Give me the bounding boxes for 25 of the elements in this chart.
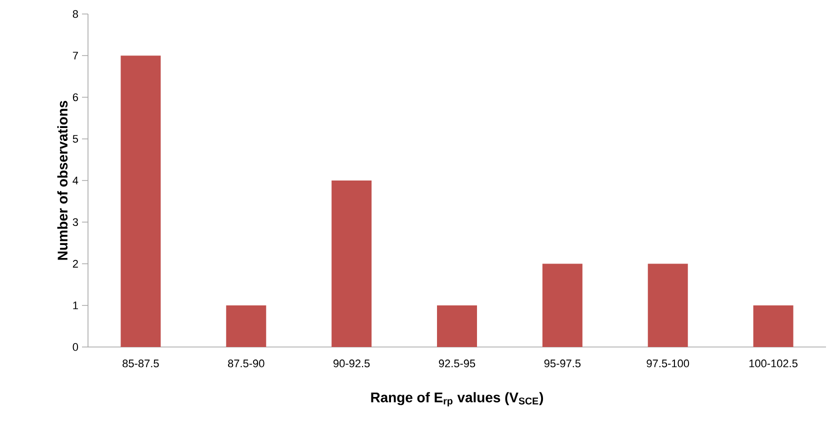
y-tick-label: 4 [72, 176, 78, 184]
bar [542, 264, 582, 347]
x-tick-label: 100-102.5 [749, 360, 798, 368]
x-tick-label: 97.5-100 [646, 360, 690, 368]
bar [120, 56, 161, 347]
x-axis-title: Range of E$_{rp}$ values (V$_{SCE}$) [371, 392, 544, 406]
y-tick-label: 3 [72, 218, 78, 226]
y-tick-label: 2 [72, 260, 78, 268]
y-tick-label: 6 [72, 93, 78, 102]
y-tick-label: 0 [72, 343, 78, 351]
bar [753, 305, 794, 347]
x-tick-label: 90-92.5 [334, 360, 370, 368]
y-axis-title: Number of observations [57, 100, 68, 260]
y-tick-label: 7 [72, 52, 78, 60]
x-tick-label: 87.5-90 [228, 360, 264, 368]
y-tick-label: 1 [73, 302, 78, 310]
bar [226, 305, 266, 347]
x-tick-label: 85-87.5 [122, 360, 159, 368]
bar [332, 180, 372, 347]
bar [648, 264, 688, 347]
y-tick-label: 5 [72, 135, 78, 143]
bar [437, 305, 477, 347]
y-tick-label: 8 [72, 10, 78, 18]
x-tick-label: 95-97.5 [544, 360, 581, 368]
x-tick-label: 92.5-95 [438, 360, 476, 368]
